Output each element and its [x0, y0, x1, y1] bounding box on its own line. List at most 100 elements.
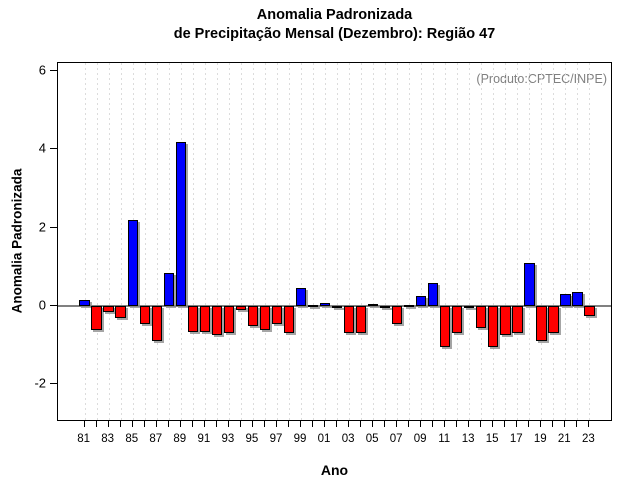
x-tick-05	[372, 421, 374, 427]
grid-line-18	[529, 63, 531, 420]
x-tick-20	[552, 421, 554, 427]
y-tick-2	[50, 226, 57, 228]
x-tick-02	[336, 421, 337, 427]
x-tick-92	[215, 421, 217, 427]
x-tick-82	[95, 421, 97, 427]
x-tick-label-03: 03	[341, 433, 355, 445]
grid-line-94	[240, 63, 242, 420]
bar-1995	[247, 306, 259, 326]
grid-line-83	[108, 63, 110, 420]
grid-line-90	[192, 63, 194, 420]
x-tick-21	[564, 421, 566, 427]
grid-line-16	[505, 63, 507, 420]
grid-line-84	[120, 63, 122, 420]
bar-2022	[572, 292, 583, 306]
grid-line-17	[517, 63, 519, 420]
x-tick-86	[143, 421, 145, 427]
x-tick-label-09: 09	[413, 433, 427, 445]
x-tick-04	[360, 421, 362, 427]
grid-line-15	[493, 63, 495, 420]
grid-line-91	[204, 63, 206, 420]
grid-line-02	[337, 63, 338, 420]
grid-line-10	[433, 63, 435, 420]
bar-2000	[307, 304, 319, 307]
grid-line-13	[469, 63, 471, 420]
x-tick-88	[167, 421, 169, 427]
bar-1984	[115, 306, 126, 318]
bar-2009	[415, 296, 427, 306]
x-tick-label-83: 83	[101, 433, 115, 445]
x-tick-label-85: 85	[125, 433, 139, 445]
x-tick-label-19: 19	[533, 433, 547, 445]
x-tick-96	[263, 421, 265, 427]
bar-2021	[560, 294, 571, 306]
bar-2018	[524, 262, 535, 306]
grid-line-09	[421, 63, 423, 420]
y-axis-label: Anomalia Padronizada	[9, 168, 25, 314]
grid-line-99	[301, 63, 302, 420]
grid-line-97	[277, 63, 278, 420]
bar-2016	[500, 306, 511, 336]
grid-line-08	[409, 63, 411, 420]
x-tick-01	[324, 421, 325, 427]
x-tick-94	[239, 421, 241, 427]
y-tick-0	[50, 305, 57, 306]
x-tick-06	[384, 421, 386, 427]
grid-line-81	[84, 63, 86, 420]
bar-1992	[211, 306, 223, 336]
grid-line-21	[565, 63, 567, 420]
bar-1986	[139, 306, 151, 324]
bar-2015	[487, 306, 499, 348]
bar-2014	[475, 306, 487, 328]
grid-line-19	[541, 63, 543, 420]
bar-1985	[127, 219, 139, 306]
bar-2020	[548, 306, 559, 334]
bar-1996	[259, 306, 271, 330]
x-axis-label: Ano	[320, 462, 349, 478]
bar-2019	[536, 306, 547, 342]
x-tick-23	[588, 421, 590, 427]
x-tick-label-13: 13	[461, 433, 475, 445]
x-tick-15	[492, 421, 494, 427]
x-tick-85	[131, 421, 133, 427]
x-tick-93	[227, 421, 229, 427]
bar-2008	[403, 305, 415, 308]
y-tick--2	[50, 383, 57, 385]
x-tick-14	[480, 421, 482, 427]
bar-2011	[439, 306, 451, 348]
grid-line-96	[264, 63, 266, 420]
x-tick-91	[203, 421, 205, 427]
bar-1982	[91, 306, 102, 330]
x-tick-label-01: 01	[317, 433, 331, 445]
bar-1988	[163, 272, 175, 306]
plot-area: (Produto:CPTEC/INPE)	[57, 62, 612, 421]
y-tick-label-4: 4	[38, 140, 46, 156]
bar-1997	[271, 306, 283, 324]
y-tick-label-0: 0	[38, 297, 46, 313]
x-tick-08	[408, 421, 410, 427]
y-tick-label-2: 2	[38, 219, 46, 235]
bar-1999	[295, 288, 307, 306]
grid-line-05	[373, 63, 375, 420]
x-tick-98	[288, 421, 289, 427]
y-tick-6	[50, 70, 57, 71]
grid-line-00	[313, 63, 314, 420]
x-tick-09	[420, 421, 422, 427]
x-tick-84	[119, 421, 121, 427]
x-tick-97	[276, 421, 277, 427]
bar-2003	[343, 306, 355, 334]
bar-2007	[391, 306, 403, 324]
grid-line-12	[457, 63, 459, 420]
bar-1991	[199, 306, 211, 332]
x-tick-13	[468, 421, 470, 427]
x-tick-label-07: 07	[389, 433, 403, 445]
grid-line-20	[553, 63, 555, 420]
grid-line-22	[577, 63, 579, 420]
grid-line-92	[216, 63, 218, 420]
bar-1989	[175, 141, 187, 306]
grid-line-82	[96, 63, 98, 420]
x-tick-label-99: 99	[293, 433, 307, 445]
chart-title-line2: de Precipitação Mensal (Dezembro): Regiã…	[173, 26, 496, 42]
x-tick-label-89: 89	[173, 433, 187, 445]
x-tick-90	[191, 421, 193, 427]
